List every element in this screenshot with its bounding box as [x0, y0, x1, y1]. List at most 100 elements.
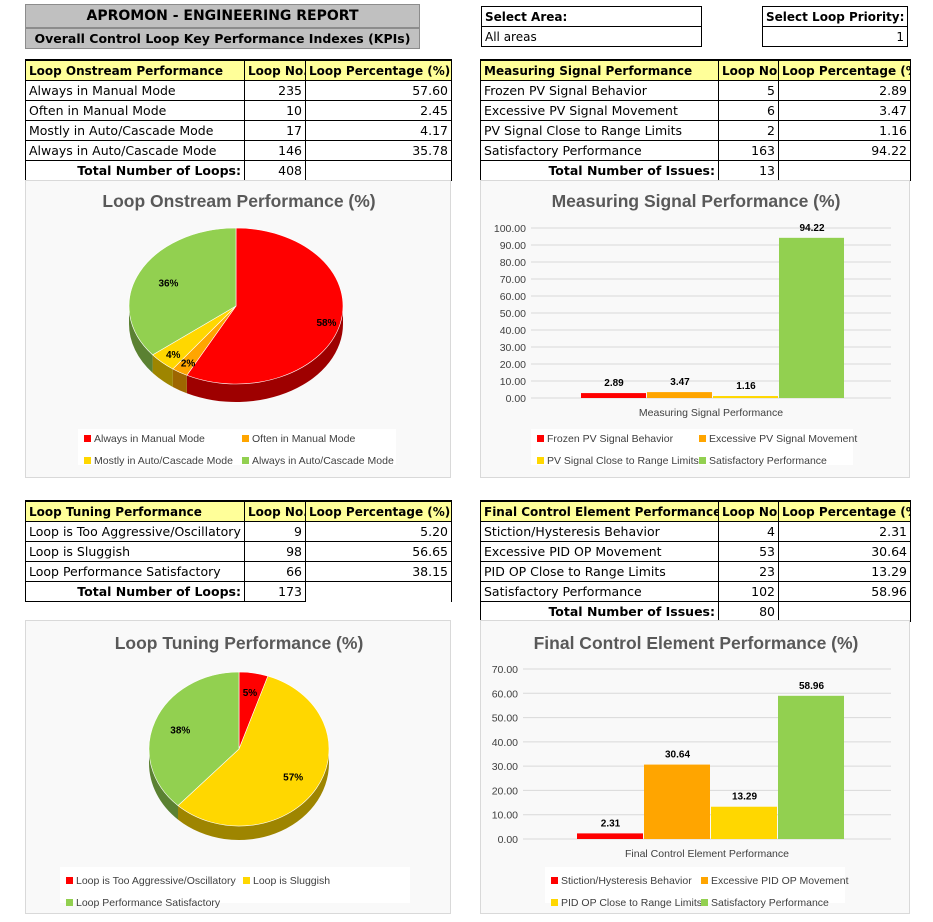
data-label: 36% [158, 278, 178, 289]
loop-percentage: 5.20 [305, 521, 452, 542]
onstream-pie-svg: Loop Onstream Performance (%) 58% 2%4% 36% A… [78, 191, 396, 467]
row-label: Loop is Too Aggressive/Oscillatory [25, 521, 245, 542]
row-label: Mostly in Auto/Cascade Mode [25, 120, 245, 141]
legend-swatch [243, 877, 250, 884]
area-select[interactable]: All areas [481, 26, 702, 47]
legend-swatch [84, 457, 91, 464]
y-tick-label: 50.00 [492, 713, 518, 725]
total-row: Total Number of Loops: 173 [25, 581, 452, 602]
data-label: 57% [283, 773, 303, 784]
loop-count: 235 [244, 80, 306, 101]
legend-swatch [701, 899, 708, 906]
pie-slice [177, 675, 330, 827]
row-label: Loop Performance Satisfactory [25, 561, 245, 582]
loop-count: 2 [718, 120, 779, 141]
pie-slice-side [172, 368, 187, 394]
legend-swatch [242, 435, 249, 442]
legend-label: Satisfactory Performance [711, 897, 829, 909]
loop-count: 163 [718, 140, 779, 161]
pie-slice [148, 671, 240, 807]
legend-swatch [242, 457, 249, 464]
data-label: 30.64 [665, 750, 690, 761]
legend-label: PID OP Close to Range Limits [561, 897, 702, 909]
total-label: Total Number of Issues: [480, 160, 719, 181]
measuring-bar-svg: Measuring Signal Performance (%) 0.00 10.0… [494, 191, 891, 467]
priority-select[interactable]: 1 [762, 26, 908, 47]
table-header: Measuring Signal Performance Loop No. Lo… [480, 59, 911, 81]
loop-count: 98 [244, 541, 306, 562]
data-label: 13.29 [732, 792, 757, 803]
column-header: Loop No. [244, 59, 306, 81]
total-value: 80 [718, 601, 779, 622]
legend-label: Excessive PV Signal Movement [709, 433, 857, 445]
y-tick-label: 100.00 [494, 223, 526, 235]
bar [711, 806, 777, 839]
column-header: Loop Percentage (%) [305, 59, 452, 81]
pie-slice-side [178, 749, 329, 840]
bar [644, 764, 710, 839]
loop-count: 9 [244, 521, 306, 542]
table-header: Loop Onstream Performance Loop No. Loop … [25, 59, 452, 81]
loop-percentage: 94.22 [778, 140, 911, 161]
y-tick-label: 70.00 [492, 664, 518, 676]
legend-swatch [537, 435, 544, 442]
legend-label: Loop Performance Satisfactory [76, 897, 221, 909]
bar [577, 833, 643, 839]
y-tick-label: 10.00 [492, 810, 518, 822]
data-label: 2.31 [601, 818, 621, 829]
data-label: 5% [243, 688, 258, 699]
bar [779, 237, 844, 398]
loop-percentage: 13.29 [778, 561, 911, 582]
row-label: Always in Manual Mode [25, 80, 245, 101]
column-header: Loop No. [718, 500, 779, 522]
y-tick-label: 60.00 [492, 688, 518, 700]
column-header: Loop Percentage (%) [778, 59, 911, 81]
legend-label: Always in Auto/Cascade Mode [252, 455, 394, 467]
y-tick-label: 90.00 [500, 240, 526, 252]
table-row: Loop is Sluggish 98 56.65 [25, 541, 452, 562]
table-header: Loop Tuning Performance Loop No. Loop Pe… [25, 500, 452, 522]
loop-count: 6 [718, 100, 779, 121]
data-label: 94.22 [799, 223, 824, 234]
table-row: PID OP Close to Range Limits 23 13.29 [480, 561, 911, 582]
loop-percentage: 30.64 [778, 541, 911, 562]
loop-count: 10 [244, 100, 306, 121]
table-row: Always in Auto/Cascade Mode 146 35.78 [25, 140, 452, 161]
legend-swatch [551, 899, 558, 906]
column-header: Measuring Signal Performance [480, 59, 719, 81]
row-label: Loop is Sluggish [25, 541, 245, 562]
legend-label: PV Signal Close to Range Limits [547, 455, 699, 467]
pie-slice [186, 227, 344, 385]
area-label: Select Area: [481, 6, 702, 27]
total-row: Total Number of Issues: 80 [480, 601, 911, 622]
table-row: Satisfactory Performance 163 94.22 [480, 140, 911, 161]
loop-count: 23 [718, 561, 779, 582]
legend-swatch [701, 877, 708, 884]
row-label: Stiction/Hysteresis Behavior [480, 521, 719, 542]
bar [647, 392, 712, 398]
column-header: Loop Percentage (%) [305, 500, 452, 522]
chart-title: Loop Onstream Performance (%) [102, 191, 375, 211]
y-tick-label: 60.00 [500, 291, 526, 303]
column-header: Loop No. [718, 59, 779, 81]
legend-label: Loop is Sluggish [253, 875, 330, 887]
tuning-table: Loop Tuning Performance Loop No. Loop Pe… [25, 500, 452, 602]
table-row: Often in Manual Mode 10 2.45 [25, 100, 452, 121]
measuring-table: Measuring Signal Performance Loop No. Lo… [480, 59, 911, 181]
loop-percentage: 3.47 [778, 100, 911, 121]
legend-label: Always in Manual Mode [94, 433, 205, 445]
pie-slice-side [149, 749, 179, 820]
loop-percentage: 57.60 [305, 80, 452, 101]
loop-count: 4 [718, 521, 779, 542]
total-label: Total Number of Loops: [25, 581, 245, 602]
y-tick-label: 30.00 [500, 342, 526, 354]
column-header: Loop Onstream Performance [25, 59, 245, 81]
data-label: 58% [316, 318, 336, 329]
legend-swatch [66, 877, 73, 884]
data-label: 2.89 [604, 378, 624, 389]
loop-percentage: 2.45 [305, 100, 452, 121]
y-tick-label: 10.00 [500, 376, 526, 388]
loop-percentage: 2.31 [778, 521, 911, 542]
empty-cell [305, 160, 452, 181]
legend-label: Excessive PID OP Movement [711, 875, 849, 887]
